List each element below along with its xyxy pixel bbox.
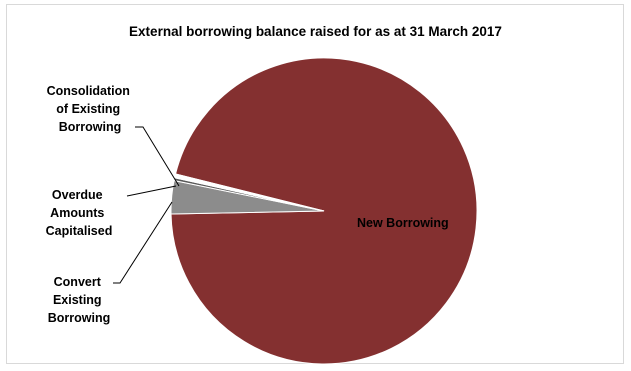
leader-line-consolidation bbox=[135, 126, 180, 187]
label-consolidation: Consolidation of Existing Borrowing bbox=[47, 84, 134, 134]
label-consolidation-line-1: Consolidation bbox=[47, 84, 130, 98]
label-overdue-line-1: Overdue bbox=[52, 188, 103, 202]
label-overdue-line-2: Amounts bbox=[50, 206, 104, 220]
label-convert-line-3: Borrowing bbox=[48, 311, 111, 325]
label-consolidation-line-2: of Existing bbox=[56, 102, 120, 116]
chart-title: External borrowing balance raised for as… bbox=[129, 24, 502, 39]
leader-line-overdue bbox=[126, 185, 177, 197]
label-convert-line-1: Convert bbox=[54, 275, 102, 289]
label-overdue: Overdue Amounts Capitalised bbox=[46, 188, 113, 238]
label-new-borrowing: New Borrowing bbox=[357, 216, 449, 230]
label-consolidation-line-3: Borrowing bbox=[59, 120, 122, 134]
label-convert: Convert Existing Borrowing bbox=[48, 275, 111, 325]
pie-slice-consolidation-of-existing-borrowing bbox=[174, 173, 325, 212]
label-overdue-line-3: Capitalised bbox=[46, 224, 113, 238]
leader-line-convert bbox=[113, 201, 173, 284]
label-convert-line-2: Existing bbox=[53, 293, 102, 307]
